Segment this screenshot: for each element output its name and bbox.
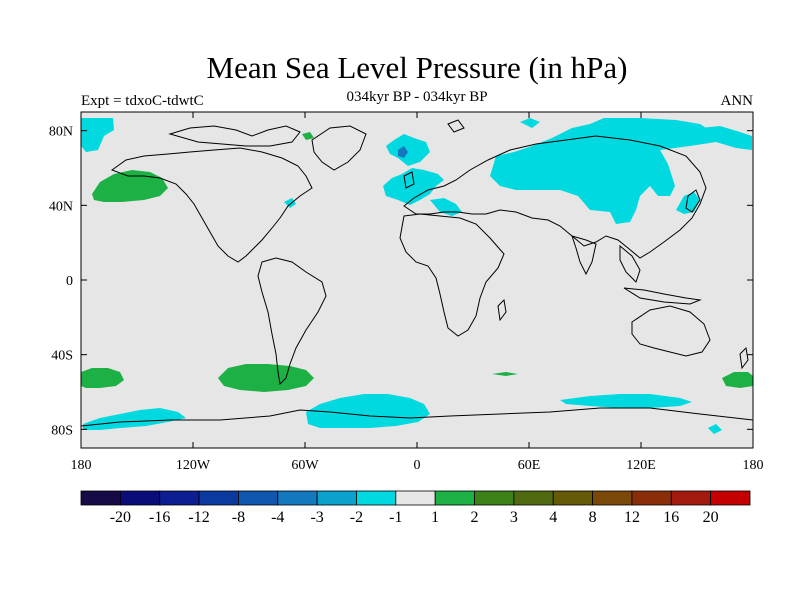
coast-australia	[631, 305, 711, 357]
coast-india	[571, 235, 597, 276]
negative-region-south-pacific-ice	[83, 408, 186, 430]
positive-region-south-atlantic-strip	[492, 372, 518, 376]
negative-region-antarctic-east	[708, 424, 722, 434]
coast-indonesia	[623, 287, 702, 305]
colorbar-label: -3	[310, 509, 323, 526]
colorbar-swatch	[513, 490, 554, 506]
lon-tick-label: 120E	[626, 458, 656, 473]
colorbar-labels: -20 -16 -12 -8 -4 -3 -2 -1 1 2 3 4 8 12 16 20	[110, 509, 719, 526]
colorbar-label: -20	[110, 509, 131, 526]
negative-region-arctic-west	[81, 118, 114, 152]
coast-africa	[399, 213, 505, 337]
lat-tick-label: 40S	[51, 349, 73, 364]
colorbar-label: 3	[510, 509, 518, 526]
colorbar-swatch	[356, 490, 397, 506]
negative-region-greenland-sea	[386, 134, 430, 166]
experiment-label: Expt = tdxoC-tdwtC	[81, 93, 204, 109]
colorbar-label: -12	[188, 509, 209, 526]
coast-antarctica	[81, 407, 753, 427]
colorbar-label: 1	[431, 509, 439, 526]
colorbar-swatch	[119, 490, 161, 506]
longitude-labels: 180 120W 60W 0 60E 120E 180	[71, 458, 764, 473]
negative-region-north-atlantic	[383, 168, 444, 205]
coast-madagascar	[497, 298, 507, 322]
colorbar-swatch	[434, 490, 475, 506]
colorbar-label: 4	[549, 509, 557, 526]
colorbar-label: 20	[703, 509, 719, 526]
coast-north-america	[110, 147, 313, 263]
coast-south-america	[257, 257, 327, 386]
coast-svalbard	[447, 119, 465, 133]
coast-arctic-islands	[168, 125, 301, 147]
map-subtitle: 034kyr BP - 034kyr BP	[346, 89, 488, 105]
pressure-anomaly-regions	[81, 118, 753, 434]
negative-region-arctic-strip	[700, 126, 752, 150]
negative-region-arctic-patch	[520, 118, 540, 128]
positive-region-south-pacific-west	[81, 368, 124, 388]
colorbar-swatch	[631, 490, 672, 506]
colorbar-swatch	[159, 490, 200, 506]
positive-region-north-pacific	[92, 170, 168, 202]
negative-region-antarctic-indian	[560, 394, 692, 408]
colorbar-swatch	[198, 490, 239, 506]
coast-british-isles	[403, 171, 415, 189]
lat-tick-label: 40N	[49, 199, 73, 214]
colorbar-label: 8	[589, 509, 597, 526]
colorbar-label: 16	[663, 509, 679, 526]
negative-region-us-east	[284, 198, 296, 208]
coast-new-zealand	[739, 346, 749, 370]
coast-southeast-asia	[619, 244, 641, 283]
colorbar-label: -4	[271, 509, 284, 526]
colorbar-swatch	[316, 490, 357, 506]
lon-tick-label: 60W	[291, 458, 319, 473]
negative-region-eurasia	[490, 118, 716, 224]
colorbar	[80, 490, 751, 506]
colorbar-swatch	[552, 490, 593, 506]
colorbar-swatch	[710, 490, 751, 506]
colorbar-label: -8	[232, 509, 245, 526]
lon-tick-label: 180	[71, 458, 92, 473]
colorbar-label: -16	[149, 509, 170, 526]
map-ticks	[80, 112, 754, 448]
lat-tick-label: 0	[66, 274, 73, 289]
negative-region-antarctic-atlantic	[306, 394, 430, 428]
lon-tick-label: 60E	[518, 458, 541, 473]
period-label: ANN	[720, 93, 754, 109]
negative-core-greenland-sea	[398, 146, 408, 158]
coast-greenland	[311, 125, 367, 171]
map-title: Mean Sea Level Pressure (in hPa)	[206, 50, 628, 85]
lat-tick-label: 80S	[51, 423, 73, 438]
colorbar-swatch	[277, 490, 318, 506]
positive-region-south-indian	[722, 372, 753, 388]
colorbar-swatch	[474, 490, 515, 506]
lon-tick-label: 120W	[176, 458, 211, 473]
positive-region-arctic-canada	[302, 132, 314, 140]
colorbar-swatch	[670, 490, 712, 506]
coast-eurasia	[403, 135, 707, 259]
colorbar-swatch	[592, 490, 633, 506]
colorbar-swatch	[395, 490, 436, 506]
colorbar-label: 12	[624, 509, 640, 526]
coastlines	[81, 119, 753, 427]
positive-region-south-pacific-east	[218, 364, 314, 392]
colorbar-label: 2	[471, 509, 479, 526]
colorbar-swatch	[80, 490, 121, 506]
colorbar-label: -1	[389, 509, 402, 526]
lon-tick-label: 180	[743, 458, 764, 473]
lat-tick-label: 80N	[49, 125, 73, 140]
colorbar-swatch	[238, 490, 279, 506]
latitude-labels: 80N 40N 0 40S 80S	[49, 125, 73, 439]
coast-japan	[685, 189, 701, 213]
colorbar-label: -2	[350, 509, 363, 526]
lon-tick-label: 0	[414, 458, 421, 473]
